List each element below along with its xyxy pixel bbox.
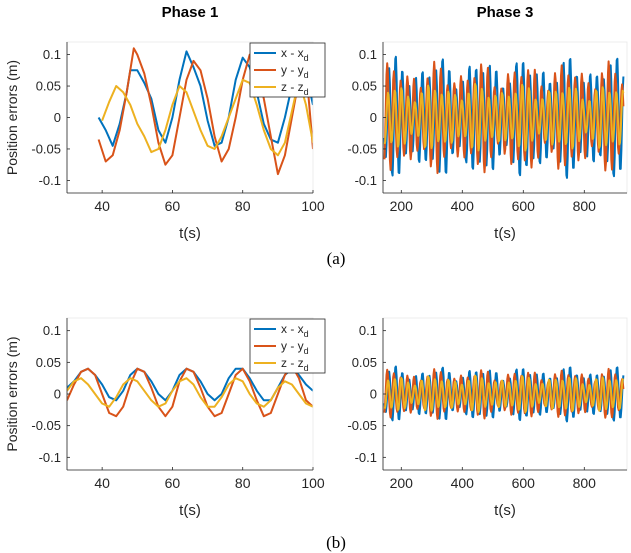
series-line-x xyxy=(97,50,313,147)
y-tick-label: 0.1 xyxy=(359,323,377,338)
x-tick-label: 800 xyxy=(573,475,597,491)
x-tick-label: 200 xyxy=(390,198,414,214)
x-axis-label: t(s) xyxy=(494,502,516,519)
y-tick-label: -0.1 xyxy=(39,173,61,188)
legend-subscript: d xyxy=(304,346,309,356)
y-tick-label: 0 xyxy=(370,387,377,402)
legend-label-y: y - yd xyxy=(281,63,309,80)
series-line-y xyxy=(97,47,313,176)
series-line-z xyxy=(101,78,313,157)
legend-subscript: d xyxy=(304,363,309,373)
x-tick-label: 400 xyxy=(451,198,475,214)
chart-b-left: -0.1 -0.05 0 0.05 0.1 40 60 80 100 t(s) Position e… xyxy=(4,317,326,519)
legend-label-y: y - yd xyxy=(281,339,309,356)
x-axis-label: t(s) xyxy=(494,225,516,242)
y-tick-label: 0 xyxy=(370,110,377,125)
y-axis-label: Position errors (m) xyxy=(4,60,20,175)
x-tick-label: 100 xyxy=(301,475,325,491)
x-tick-label: 60 xyxy=(165,475,181,491)
x-tick-label: 80 xyxy=(235,475,251,491)
legend-label-z: z - zd xyxy=(281,356,309,373)
x-tick-label: 800 xyxy=(573,198,597,214)
legend: x - xdy - ydz - zd xyxy=(249,42,326,98)
y-tick-label: 0 xyxy=(54,110,61,125)
legend-label-x: x - xd xyxy=(281,322,309,339)
series-group xyxy=(383,365,625,423)
caption-a: (a) xyxy=(327,249,346,268)
y-tick-label: 0.1 xyxy=(359,47,377,62)
x-tick-label: 600 xyxy=(512,475,536,491)
x-tick-label: 600 xyxy=(512,198,536,214)
y-tick-label: -0.05 xyxy=(31,418,61,433)
series-group xyxy=(67,364,313,418)
y-tick-label: 0.05 xyxy=(352,79,377,94)
x-tick-label: 400 xyxy=(451,475,475,491)
legend-subscript: d xyxy=(304,329,309,339)
y-tick-label: -0.05 xyxy=(347,418,377,433)
x-tick-label: 100 xyxy=(301,198,325,214)
series-group xyxy=(383,55,625,179)
x-tick-label: 40 xyxy=(94,198,110,214)
y-tick-label: 0.1 xyxy=(43,323,61,338)
legend-subscript: d xyxy=(304,70,309,80)
x-axis-label: t(s) xyxy=(179,502,201,519)
chart-a-right: -0.1 -0.05 0 0.05 0.1 200 400 600 800 t(s) Phase 3 xyxy=(347,4,628,242)
series-line-y xyxy=(67,364,313,418)
legend: x - xdy - ydz - zd xyxy=(249,318,326,374)
chart-title: Phase 1 xyxy=(162,4,219,21)
y-tick-label: -0.05 xyxy=(347,141,377,156)
x-tick-label: 60 xyxy=(165,198,181,214)
y-tick-label: -0.1 xyxy=(39,450,61,465)
x-tick-label: 40 xyxy=(94,475,110,491)
x-tick-label: 80 xyxy=(235,198,251,214)
chart-a-left: -0.1 -0.05 0 0.05 0.1 40 60 80 100 t(s) Position e… xyxy=(4,4,326,242)
y-tick-label: 0.05 xyxy=(352,355,377,370)
chart-title: Phase 3 xyxy=(477,4,534,21)
legend-subscript: d xyxy=(304,87,309,97)
x-tick-label: 200 xyxy=(390,475,414,491)
series-group xyxy=(97,47,313,176)
y-axis-label: Position errors (m) xyxy=(4,336,20,451)
y-tick-label: -0.1 xyxy=(355,173,377,188)
y-tick-label: 0.05 xyxy=(36,79,61,94)
series-line-z xyxy=(383,374,625,414)
caption-b: (b) xyxy=(326,533,346,552)
legend-subscript: d xyxy=(304,53,309,63)
series-line-z xyxy=(67,377,313,408)
x-axis-label: t(s) xyxy=(179,225,201,242)
y-tick-label: 0.05 xyxy=(36,355,61,370)
series-line-z xyxy=(383,83,625,152)
y-tick-label: -0.05 xyxy=(31,141,61,156)
y-tick-label: 0.1 xyxy=(43,47,61,62)
legend-label-x: x - xd xyxy=(281,46,309,63)
y-tick-label: 0 xyxy=(54,387,61,402)
y-tick-label: -0.1 xyxy=(355,450,377,465)
chart-b-right: -0.1 -0.05 0 0.05 0.1 200 400 600 800 t(s) xyxy=(347,317,628,519)
legend-label-z: z - zd xyxy=(281,80,309,97)
